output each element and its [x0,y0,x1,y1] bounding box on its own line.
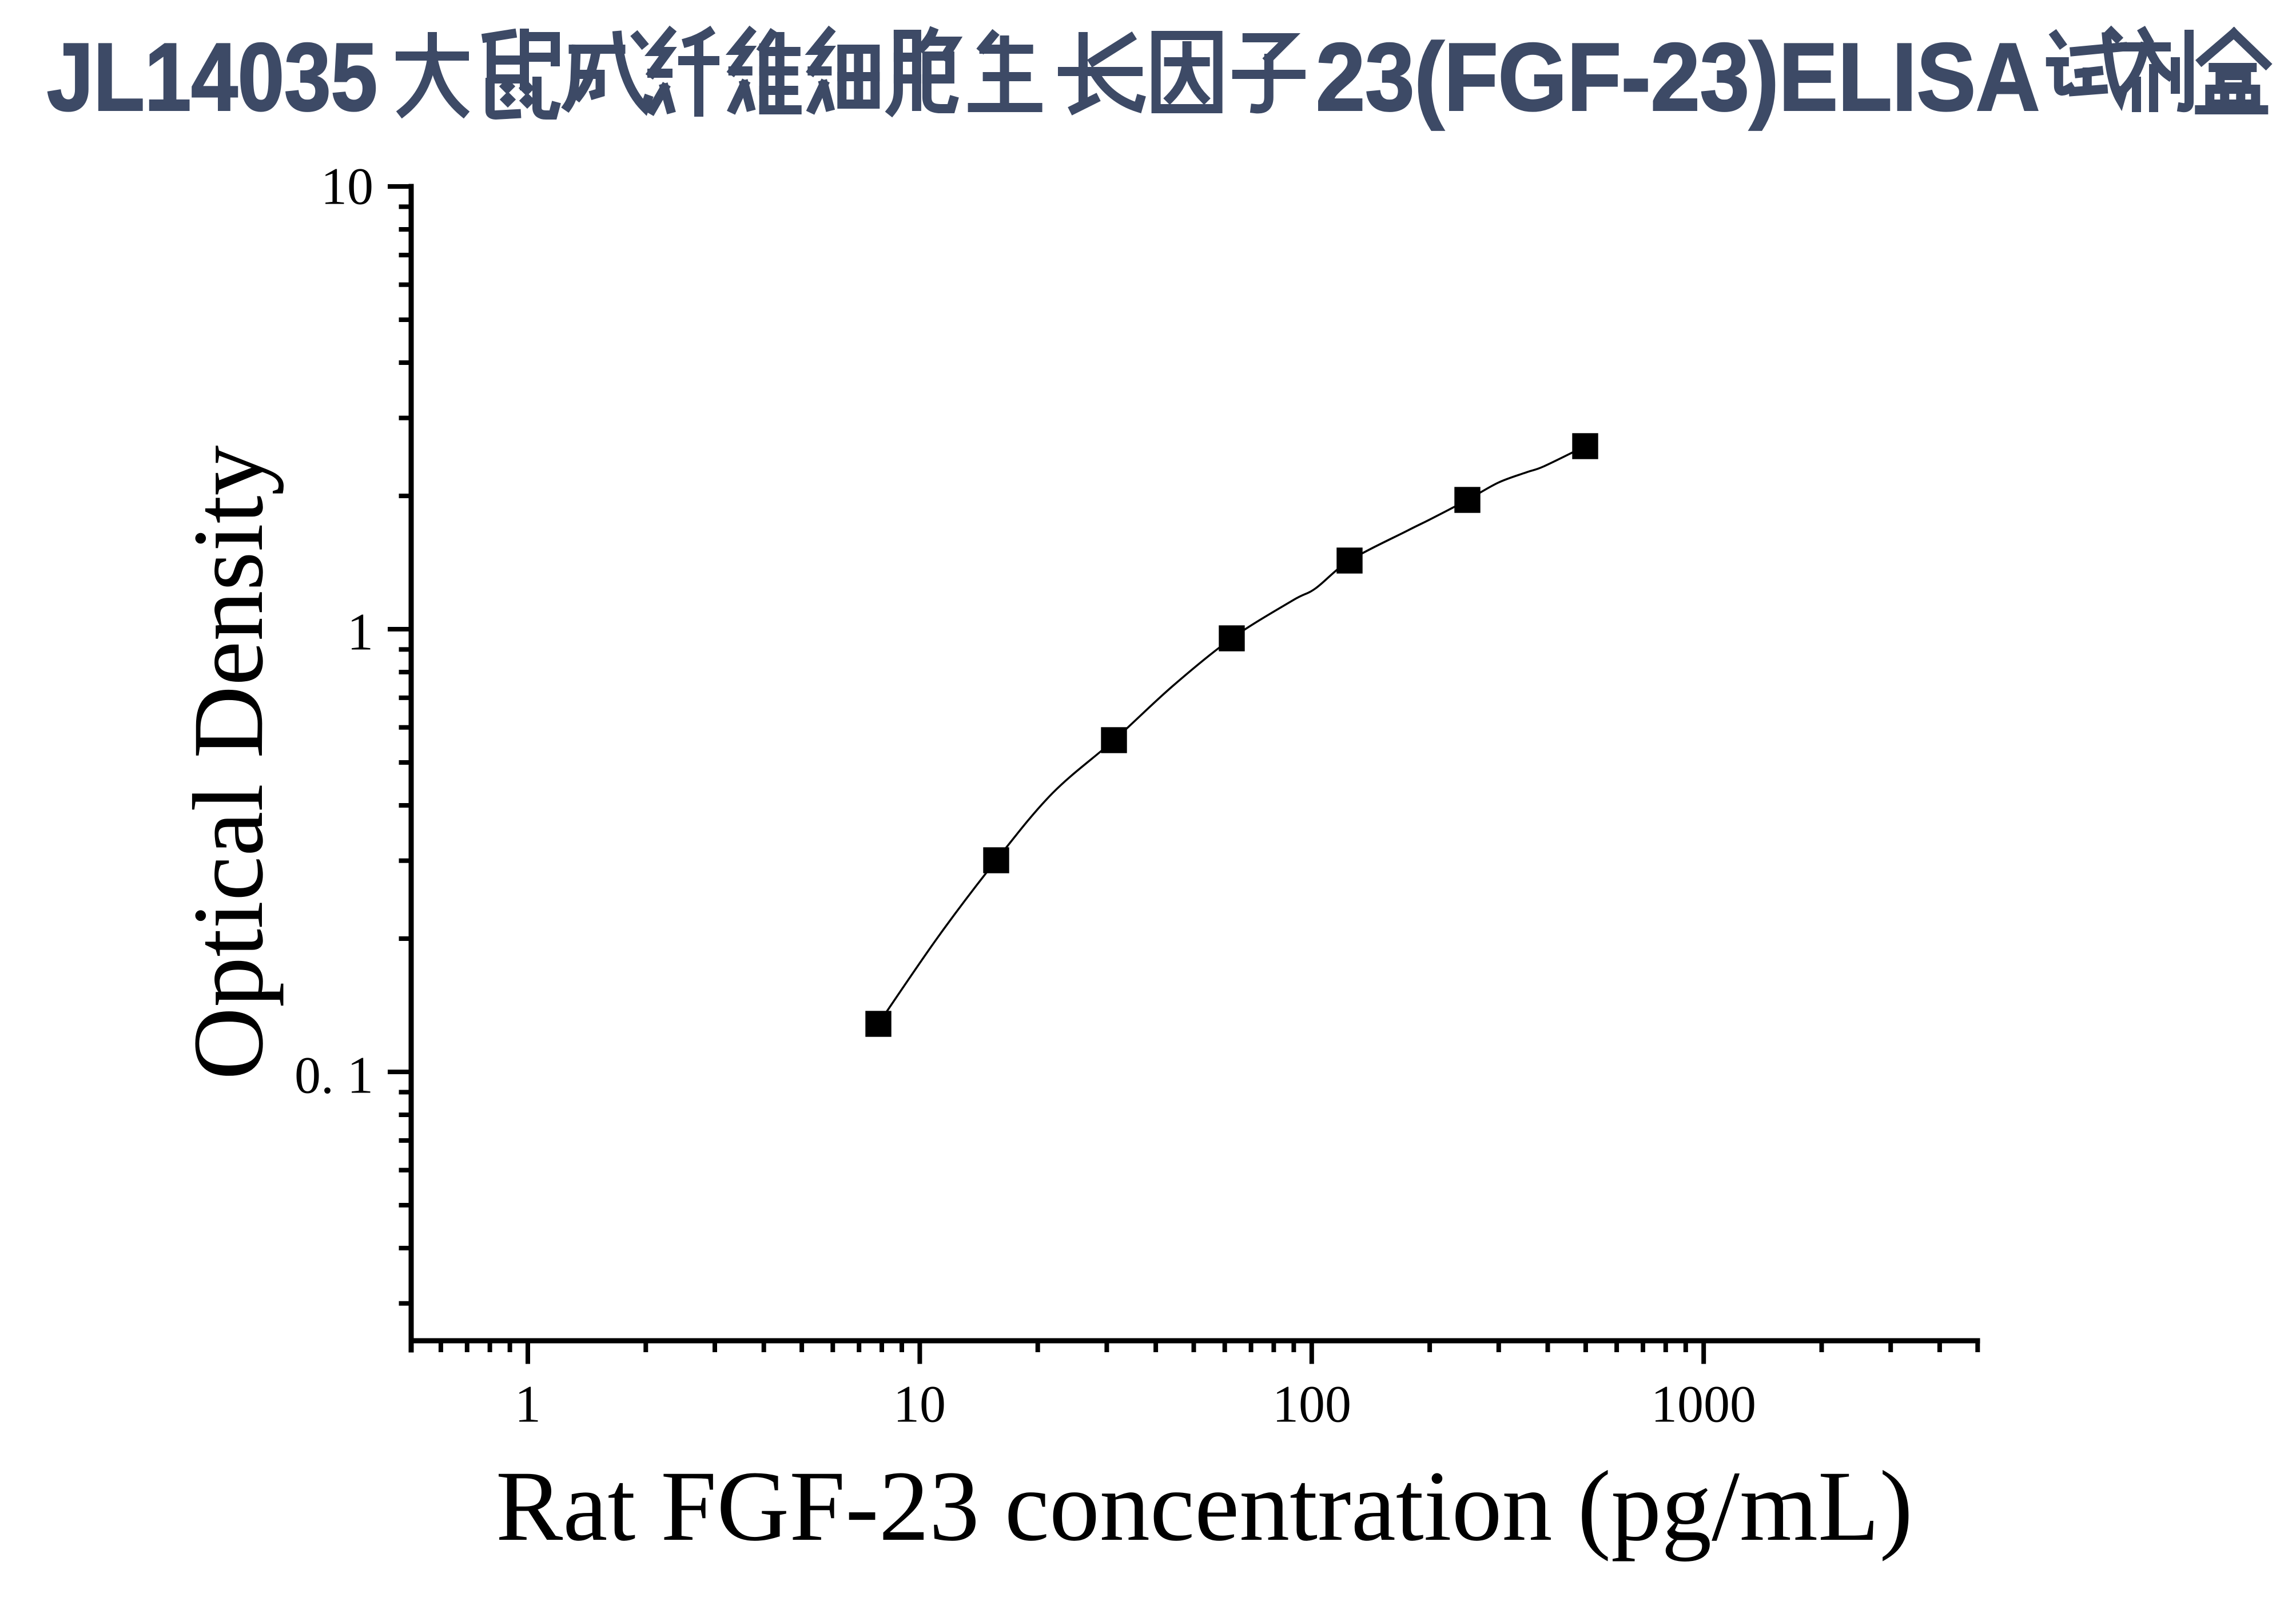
svg-text:10: 10 [893,1375,946,1433]
svg-text:Optical Density: Optical Density [173,445,284,1080]
svg-text:10: 10 [321,157,373,216]
svg-text:Rat FGF-23 concentration (pg/m: Rat FGF-23 concentration (pg/mL) [496,1451,1913,1562]
svg-text:23(FGF-23)ELISA: 23(FGF-23)ELISA [1316,23,2040,131]
svg-text:0. 1: 0. 1 [295,1046,373,1105]
svg-text:1: 1 [515,1375,541,1433]
svg-text:1000: 1000 [1651,1375,1756,1433]
svg-text:100: 100 [1272,1375,1351,1433]
svg-text:1: 1 [347,603,373,661]
svg-text:JL14035: JL14035 [47,23,377,131]
